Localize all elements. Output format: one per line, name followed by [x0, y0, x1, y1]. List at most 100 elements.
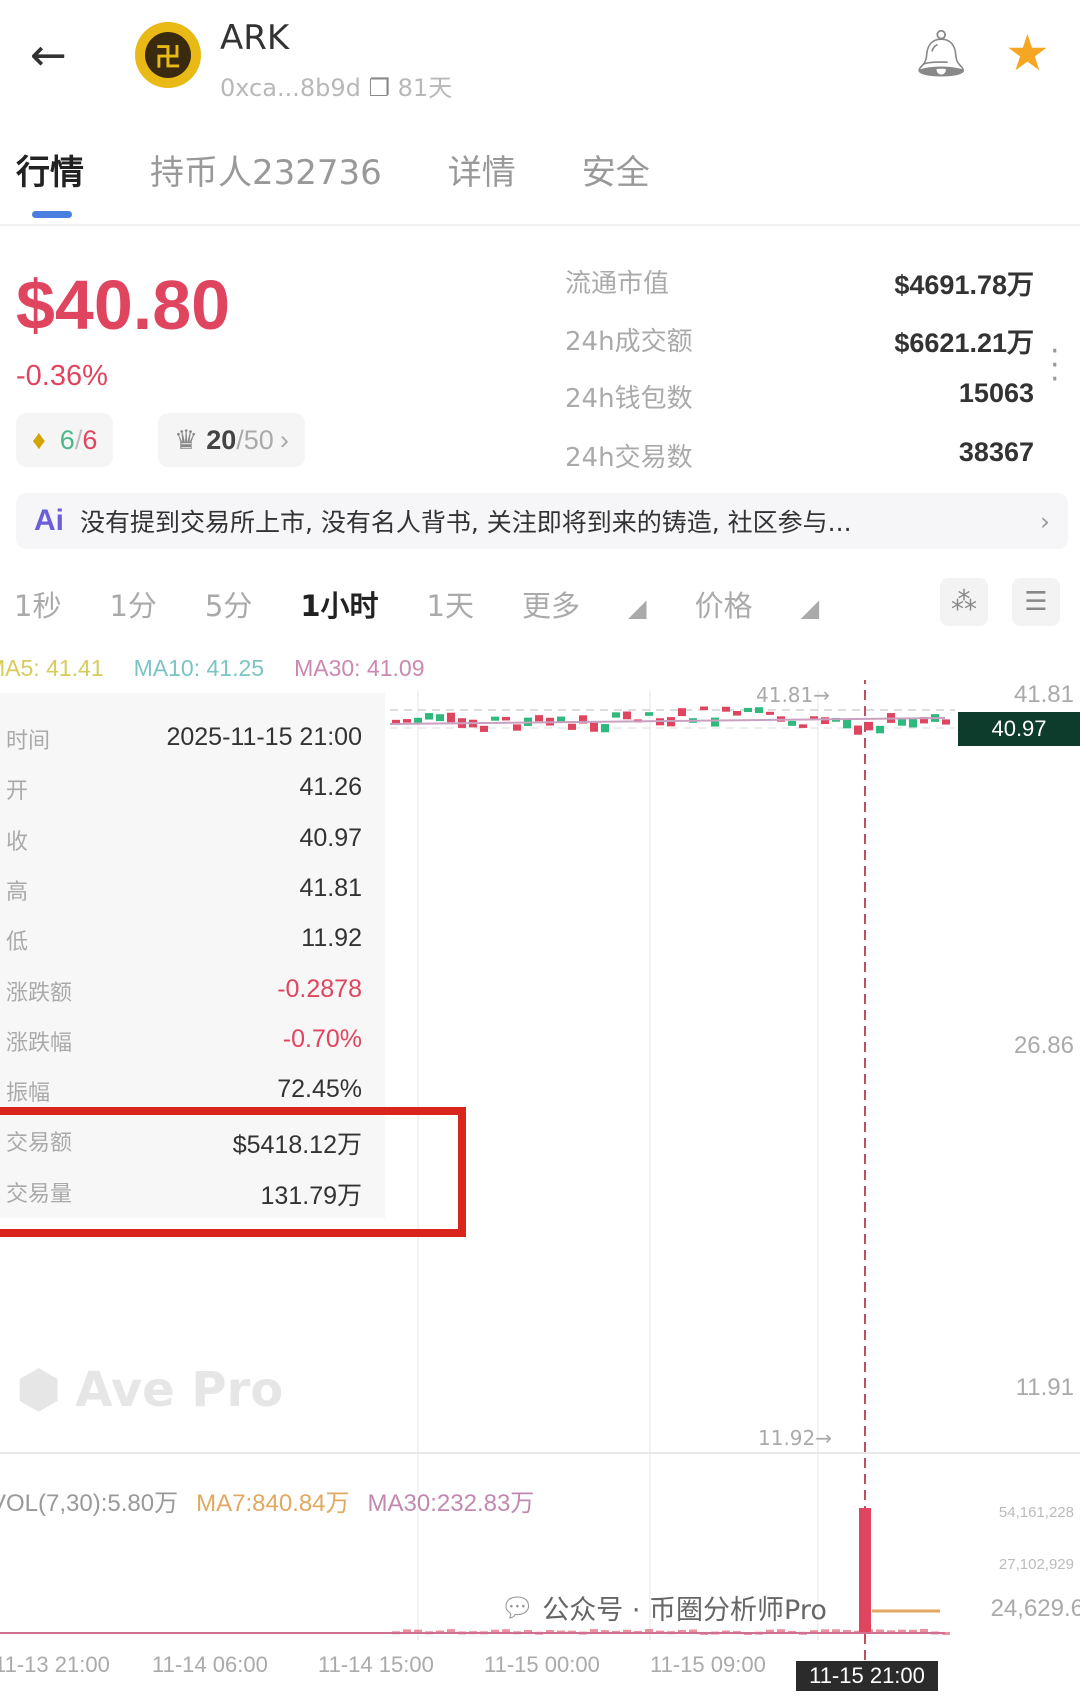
tooltip-label: 高: [6, 878, 29, 904]
crosshair-time-label: 11-15 21:00: [796, 1661, 938, 1691]
candle: [612, 712, 620, 718]
tooltip-row: 高 41.81: [6, 874, 362, 906]
active-tab-indicator: [32, 211, 72, 218]
candle: [711, 717, 719, 727]
tooltip-value: -0.70%: [282, 1024, 362, 1053]
volume-bar: [887, 1630, 895, 1634]
candle: [810, 716, 818, 720]
tooltip-value: 41.81: [299, 873, 362, 902]
tooltip-label: 涨跌额: [6, 979, 73, 1005]
interval-1m[interactable]: 1分: [109, 589, 157, 623]
rank-badge[interactable]: ♛ 20/50 ›: [158, 413, 305, 467]
volume-bar: [524, 1630, 532, 1634]
tab-details[interactable]: 详情: [447, 153, 516, 193]
tooltip-row: 交易额 $5418.12万: [6, 1125, 362, 1161]
candle: [425, 713, 433, 720]
volume-bar: [832, 1629, 840, 1633]
ma30-value: MA30: 41.09: [294, 655, 425, 681]
candle: [700, 706, 708, 711]
candle: [733, 710, 741, 716]
volume-bar: [678, 1629, 686, 1633]
interval-more[interactable]: 更多 ◢: [522, 589, 647, 623]
ma-line: [389, 717, 946, 725]
stat-value: $6621.21万: [894, 328, 1034, 358]
candle: [843, 718, 851, 729]
volume-bar: [821, 1629, 829, 1633]
tooltip-row: 交易量 131.79万: [6, 1176, 362, 1212]
tab-holders[interactable]: 持币人232736: [150, 153, 382, 193]
volume-axis-label: 27,102,929: [998, 1556, 1074, 1573]
price-axis-label: 26.86: [1013, 1032, 1074, 1059]
candle: [579, 715, 587, 724]
ai-icon: Ai: [34, 504, 64, 537]
tooltip-label: 振幅: [6, 1080, 51, 1106]
tooltip-label: 涨跌幅: [6, 1029, 73, 1055]
ma10-value: MA10: 41.25: [133, 655, 265, 681]
ma-legend: MA5: 41.41 MA10: 41.25 MA30: 41.09: [0, 655, 424, 682]
tooltip-value: 40.97: [299, 823, 362, 852]
stat-label: 24h成交额: [565, 327, 693, 357]
low-marker: 11.92→: [758, 1426, 833, 1450]
candle: [821, 717, 829, 725]
candle: [403, 719, 411, 723]
indicator-tool-icon[interactable]: ⁂: [940, 578, 988, 626]
tooltip-label: 收: [6, 828, 29, 854]
stat-value: $4691.78万: [894, 270, 1034, 300]
interval-bar: 1秒 1分 5分 1小时 1天 更多 ◢ 价格 ◢: [14, 583, 867, 625]
volume-bar: [766, 1629, 774, 1633]
candle: [722, 706, 730, 712]
tooltip-value: 11.92: [301, 924, 362, 953]
candle: [436, 714, 444, 722]
candle: [678, 708, 686, 717]
tooltip-row: 振幅 72.45%: [6, 1075, 362, 1107]
copy-icon[interactable]: ❐: [368, 74, 391, 102]
tab-bar: 行情 持币人232736 详情 安全: [16, 145, 716, 194]
volume-legend: VOL(7,30):5.80万 MA7:840.84万 MA30:232.83万: [0, 1490, 535, 1517]
tooltip-row: 收 40.97: [6, 824, 362, 856]
chevron-right-icon: ›: [279, 424, 289, 455]
ave-logo-icon: ⬢: [16, 1360, 62, 1420]
volume-bar: [876, 1629, 884, 1633]
token-address[interactable]: 0xca...8b9d ❐ 81天: [220, 74, 453, 102]
price-change: -0.36%: [16, 360, 108, 392]
volume-bar: [403, 1629, 411, 1633]
tooltip-row: 时间 2025-11-15 21:00: [6, 723, 362, 755]
back-button[interactable]: ←: [30, 30, 67, 81]
ma5-value: MA5: 41.41: [0, 655, 104, 681]
safety-badge[interactable]: ♦ 6/6: [16, 413, 114, 467]
token-name: ARK: [220, 18, 290, 58]
tab-market[interactable]: 行情: [16, 153, 84, 193]
favorite-star-icon[interactable]: ★: [1005, 24, 1050, 82]
price-chart[interactable]: [0, 680, 1080, 1699]
candle: [513, 724, 521, 731]
candle: [920, 717, 928, 724]
x-axis-label: 11-14 15:00: [318, 1652, 434, 1677]
tooltip-row: 低 11.92: [6, 924, 362, 956]
candle: [876, 725, 884, 734]
volume-bar: [623, 1629, 631, 1633]
tooltip-row: 涨跌幅 -0.70%: [6, 1025, 362, 1057]
high-marker: 41.81→: [756, 683, 831, 707]
chart-settings-icon[interactable]: ☰: [1012, 578, 1060, 626]
token-age: 81天: [397, 74, 453, 102]
volume-bar: [491, 1629, 499, 1633]
volume-bar: [601, 1630, 609, 1634]
ai-summary-bar[interactable]: Ai 没有提到交易所上市, 没有名人背书, 关注即将到来的铸造, 社区参与...…: [16, 493, 1068, 549]
interval-1d[interactable]: 1天: [426, 589, 474, 623]
tab-security[interactable]: 安全: [581, 153, 650, 193]
volume-bar: [920, 1629, 928, 1633]
interval-1h[interactable]: 1小时: [300, 589, 379, 623]
stat-value: 38367: [958, 437, 1034, 467]
volume-bar: [502, 1629, 510, 1633]
tooltip-row: 开 41.26: [6, 773, 362, 805]
price-mode-select[interactable]: 价格 ◢: [694, 589, 820, 623]
volume-bar: [546, 1630, 554, 1634]
candle: [392, 719, 400, 724]
tooltip-value: $5418.12万: [232, 1131, 362, 1160]
wechat-icon: 💬︎: [500, 1592, 535, 1624]
bell-icon[interactable]: 🔔︎: [912, 26, 971, 80]
candle: [645, 712, 653, 716]
interval-5m[interactable]: 5分: [204, 589, 253, 623]
more-vertical-icon[interactable]: · · ·: [1050, 334, 1060, 397]
interval-1s[interactable]: 1秒: [14, 589, 62, 623]
